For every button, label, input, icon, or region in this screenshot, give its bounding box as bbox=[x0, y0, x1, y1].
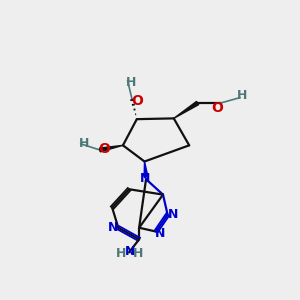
Polygon shape bbox=[174, 101, 199, 118]
Text: N: N bbox=[168, 208, 178, 221]
Text: H: H bbox=[79, 136, 90, 149]
Text: N: N bbox=[108, 221, 118, 234]
Text: O: O bbox=[131, 94, 143, 108]
Text: N: N bbox=[155, 226, 165, 240]
Text: H: H bbox=[237, 89, 247, 102]
Text: N: N bbox=[140, 172, 151, 185]
Text: H: H bbox=[132, 248, 143, 260]
Text: N: N bbox=[125, 245, 135, 258]
Polygon shape bbox=[100, 145, 123, 152]
Text: O: O bbox=[212, 101, 224, 116]
Text: H: H bbox=[116, 248, 127, 260]
Text: H: H bbox=[126, 76, 136, 89]
Polygon shape bbox=[144, 161, 148, 177]
Text: O: O bbox=[98, 142, 110, 156]
